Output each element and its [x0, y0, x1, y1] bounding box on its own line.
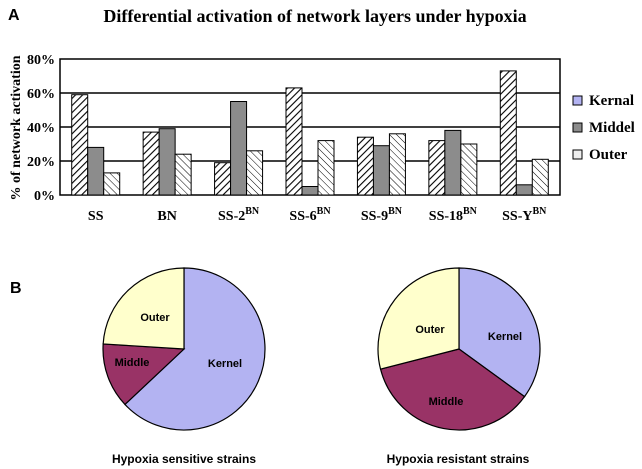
pie-charts: Kernel Middle Outer Hypoxia sensitive strai… [102, 267, 541, 466]
pie-slice-kernel [458, 267, 541, 398]
y-tick-label: 80% [27, 53, 55, 68]
pie-label-kernel: Kernel [208, 358, 242, 370]
pie-label-outer: Outer [140, 312, 170, 324]
bar-middel [230, 101, 248, 196]
pie-label-outer: Outer [415, 324, 445, 336]
bar-middel [515, 184, 533, 196]
bar-outer [460, 143, 478, 196]
legend-label-kernal: Kernal [589, 93, 634, 109]
bar-chart: 0% 20% 40% 60% 80% SS BN SS-2BN SS-6BN SS-9BN SS-1… [9, 53, 635, 224]
pie-caption: Hypoxia sensitive strains [112, 452, 256, 466]
bar-kernal [356, 136, 374, 196]
pie-slice-outer [377, 267, 460, 370]
y-tick-label: 0% [34, 189, 55, 204]
x-tick-label: SS-YBN [502, 206, 547, 224]
bar-outer [246, 150, 264, 196]
legend-label-outer: Outer [589, 147, 628, 163]
y-tick-label: 40% [27, 121, 55, 136]
bar-kernal [142, 131, 160, 196]
bar-kernal [71, 94, 89, 196]
x-tick-label: SS-18BN [429, 206, 478, 224]
bar-kernal [285, 87, 303, 196]
bar-chart-title: Differential activation of network layer… [103, 6, 526, 26]
pie-chart: Kernel Middle Outer Hypoxia sensitive strai… [102, 267, 266, 466]
bar-middel [301, 186, 319, 196]
panel-b-label: B [10, 280, 22, 297]
panel-a-label: A [8, 7, 20, 24]
bar-middel [444, 129, 462, 196]
bar-kernal [428, 140, 446, 196]
y-axis-label: % of network activation [9, 55, 24, 200]
pie-slice-kernel [124, 267, 266, 431]
bar-outer [174, 153, 192, 196]
bar-outer [388, 133, 406, 196]
bar-middel [87, 146, 105, 196]
legend-label-middel: Middel [589, 120, 635, 136]
x-tick-label: SS-6BN [289, 206, 331, 224]
x-tick-label: SS [88, 209, 104, 224]
pie-slice-outer [102, 267, 185, 350]
y-tick-label: 20% [27, 155, 55, 170]
pie-label-middle: Middle [115, 357, 150, 369]
pie-slice-middle [379, 348, 526, 431]
x-tick-label: SS-9BN [361, 206, 403, 224]
x-tick-label: BN [157, 209, 176, 224]
pie-label-kernel: Kernel [488, 331, 522, 343]
pie-slice-middle [102, 343, 186, 406]
legend-swatch-middel [572, 122, 583, 133]
y-tick-label: 60% [27, 87, 55, 102]
bar-kernal [499, 70, 517, 196]
bar-middel [158, 128, 176, 196]
legend-swatch-outer [572, 149, 583, 160]
bar-outer [531, 158, 549, 196]
bar-kernal [214, 162, 232, 196]
pie-caption: Hypoxia resistant strains [387, 452, 530, 466]
legend-swatch-kernal [572, 95, 583, 106]
bar-middel [372, 145, 390, 196]
pie-label-middle: Middle [429, 396, 464, 408]
pie-chart: Kernel Middle Outer Hypoxia resistant strai… [377, 267, 541, 466]
bar-outer [317, 140, 335, 196]
x-tick-label: SS-2BN [218, 206, 260, 224]
bar-outer [103, 172, 121, 196]
